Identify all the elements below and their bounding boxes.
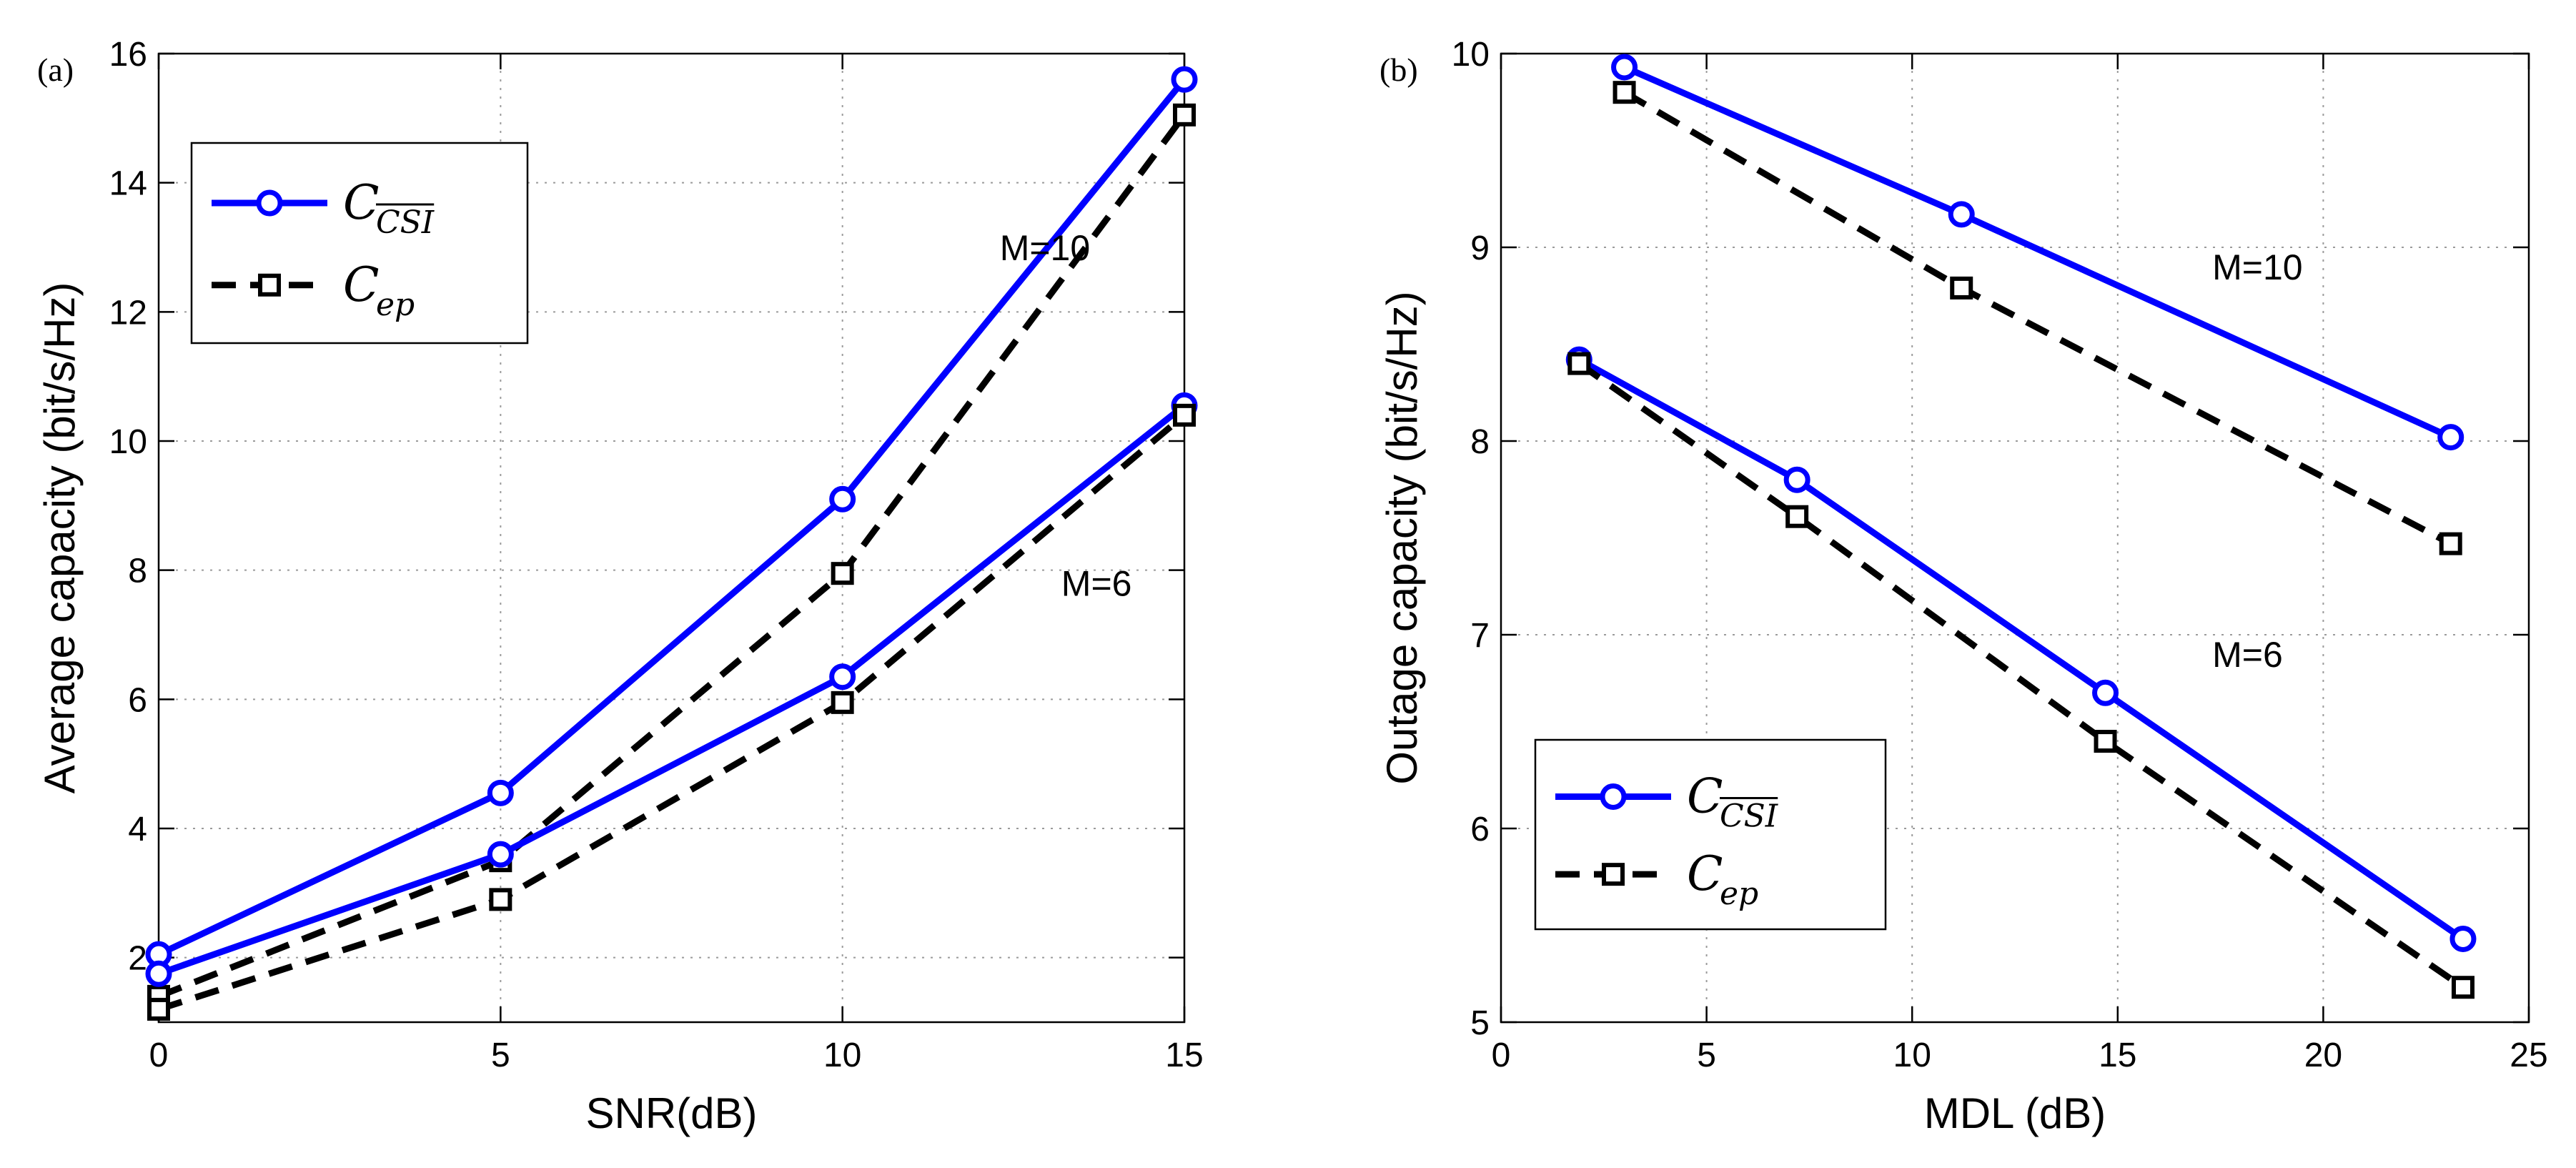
series-1	[1613, 81, 2462, 555]
y-tick-label: 6	[128, 681, 147, 719]
annotation-label: M=10	[2212, 247, 2302, 287]
data-point-square	[147, 997, 170, 1021]
legend-subscript: CSI	[1720, 798, 1779, 835]
data-point-circle	[2449, 925, 2477, 952]
legend-marker-square	[1602, 863, 1625, 886]
data-point-square	[831, 691, 854, 714]
y-tick-label: 10	[109, 423, 147, 461]
series-line	[157, 77, 1187, 958]
y-tick-label: 12	[109, 294, 147, 332]
y-axis-label: Average capacity (bit/s/Hz)	[36, 282, 84, 794]
data-point-circle	[1948, 201, 1975, 228]
data-point-square	[489, 888, 512, 911]
x-tick-label: 10	[823, 1036, 861, 1074]
legend-box	[1534, 738, 1887, 931]
series-line	[1577, 357, 2465, 942]
legend-marker-circle	[256, 189, 283, 217]
data-point-circle	[1611, 54, 1638, 81]
chart-panel-a: 0 5 10 15 2 4 6 8 10 12 14 16 SNR(dB) Average capacit…	[36, 36, 1204, 1137]
y-tick-label: 4	[128, 811, 147, 848]
data-point-square	[1950, 276, 1973, 300]
x-tick-label: 25	[2510, 1036, 2547, 1074]
data-point-square	[2439, 532, 2462, 555]
axes-box	[157, 52, 1186, 1024]
legend-marker-square	[258, 273, 281, 297]
data-point-square	[1785, 505, 1809, 528]
x-tick-label: 0	[149, 1036, 169, 1074]
data-point-circle	[145, 960, 172, 987]
series-0	[145, 66, 1198, 968]
series-3	[147, 403, 1196, 1021]
data-point-square	[1613, 81, 1636, 104]
y-tick-label: 9	[1470, 229, 1490, 267]
x-tick-label: 0	[1492, 1036, 1511, 1074]
y-tick-label: 16	[109, 36, 147, 74]
series-3	[1567, 352, 2475, 999]
x-axis-label: SNR(dB)	[585, 1089, 757, 1137]
data-point-circle	[487, 779, 514, 806]
y-tick-label: 7	[1470, 617, 1490, 655]
data-point-circle	[2092, 679, 2119, 706]
data-point-square	[1567, 352, 1591, 375]
legend-symbol: C	[343, 257, 380, 312]
annotation-label: M=10	[1000, 228, 1090, 268]
data-point-square	[2094, 730, 2117, 753]
legend-subscript: ep	[376, 287, 415, 323]
x-axis-label: MDL (dB)	[1924, 1089, 2106, 1137]
legend-symbol: C	[1687, 769, 1723, 824]
data-point-square	[831, 562, 854, 585]
y-axis-label: Outage capacity (bit/s/Hz)	[1378, 291, 1426, 784]
data-point-square	[2451, 976, 2475, 999]
annotation-label: M=6	[2212, 635, 2283, 675]
data-point-circle	[1783, 466, 1810, 493]
series-0	[1611, 54, 2464, 451]
x-tick-label: 20	[2304, 1036, 2342, 1074]
legend-subscript: CSI	[376, 204, 435, 241]
y-tick-label: 6	[1470, 811, 1490, 848]
y-tick-label: 10	[1452, 36, 1490, 74]
y-tick-label: 2	[128, 940, 147, 978]
data-point-circle	[829, 485, 856, 513]
legend-box	[190, 142, 529, 345]
y-tick-label: 8	[1470, 423, 1490, 461]
data-point-square	[1173, 103, 1196, 127]
data-point-circle	[829, 663, 856, 691]
axes-box	[1500, 52, 2530, 1024]
series-line	[157, 402, 1187, 977]
series-line	[157, 412, 1187, 1013]
x-tick-label: 15	[1165, 1036, 1203, 1074]
legend-subscript: ep	[1720, 876, 1758, 912]
x-tick-label: 15	[2099, 1036, 2136, 1074]
panel-label: (b)	[1379, 51, 1418, 88]
y-tick-label: 5	[1470, 1004, 1490, 1042]
x-tick-label: 10	[1893, 1036, 1931, 1074]
y-tick-label: 14	[109, 165, 147, 203]
series-line	[157, 113, 1187, 1000]
annotation-label: M=6	[1061, 564, 1132, 604]
legend-symbol: C	[343, 175, 380, 230]
legend-marker-circle	[1600, 783, 1627, 810]
data-point-circle	[2437, 424, 2464, 451]
panel-label: (a)	[37, 51, 74, 88]
x-tick-label: 5	[491, 1036, 510, 1074]
data-point-circle	[1171, 66, 1198, 93]
data-point-circle	[487, 841, 514, 868]
series-line	[1577, 360, 2465, 990]
legend-symbol: C	[1687, 846, 1723, 901]
data-point-square	[1173, 403, 1196, 427]
y-tick-label: 8	[128, 553, 147, 590]
x-tick-label: 5	[1697, 1036, 1716, 1074]
